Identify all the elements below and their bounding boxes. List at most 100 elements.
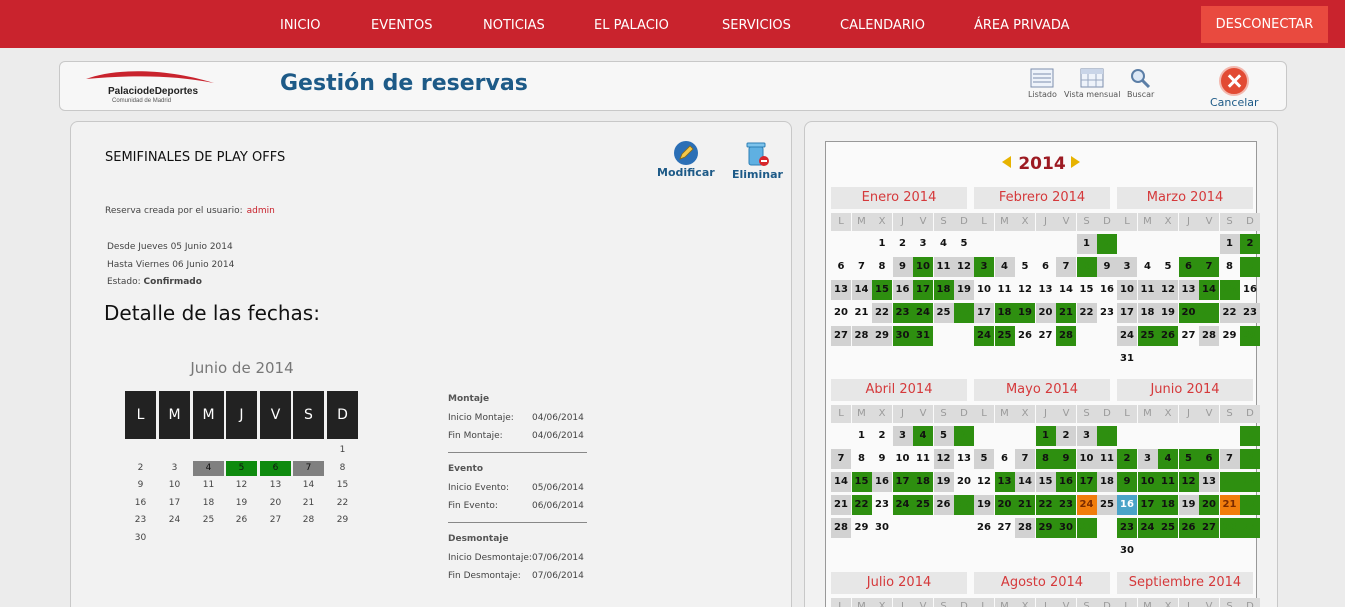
- calendar-day[interactable]: 3: [892, 426, 913, 446]
- calendar-day[interactable]: 26: [977, 522, 991, 533]
- calendar-day[interactable]: 16: [1100, 284, 1114, 295]
- calendar-day[interactable]: 2: [1117, 449, 1137, 469]
- calendar-day[interactable]: 18: [913, 472, 933, 492]
- calendar-day[interactable]: 12: [1018, 284, 1032, 295]
- calendar-day[interactable]: 8: [1076, 257, 1097, 277]
- calendar-day[interactable]: 4: [1144, 261, 1151, 272]
- list-button[interactable]: Listado: [1028, 68, 1057, 99]
- calendar-day[interactable]: 21: [1199, 303, 1219, 323]
- calendar-day[interactable]: 5: [1164, 261, 1172, 272]
- calendar-day[interactable]: 19: [974, 495, 994, 515]
- calendar-day[interactable]: 5: [974, 449, 994, 469]
- calendar-day[interactable]: 4: [1158, 449, 1178, 469]
- calendar-day[interactable]: 24: [974, 326, 994, 346]
- calendar-day[interactable]: 11: [1137, 280, 1158, 300]
- calendar-day[interactable]: 31: [1120, 353, 1134, 364]
- calendar-day[interactable]: 10: [1137, 472, 1158, 492]
- calendar-day[interactable]: 6: [837, 261, 845, 272]
- calendar-day[interactable]: 2: [1240, 234, 1260, 254]
- calendar-day[interactable]: 9: [878, 453, 886, 464]
- calendar-day[interactable]: 7: [1219, 449, 1240, 469]
- calendar-day[interactable]: 20: [1035, 303, 1056, 323]
- calendar-day[interactable]: 17: [913, 280, 933, 300]
- search-button[interactable]: Buscar: [1127, 68, 1154, 99]
- calendar-day[interactable]: 27: [1199, 518, 1219, 538]
- calendar-day[interactable]: 20: [1199, 495, 1219, 515]
- calendar-day[interactable]: 1: [878, 238, 886, 249]
- calendar-day[interactable]: 20: [957, 476, 971, 487]
- calendar-day[interactable]: 27: [954, 495, 974, 515]
- calendar-day[interactable]: 12: [1178, 472, 1199, 492]
- calendar-day[interactable]: 2: [899, 238, 906, 249]
- calendar-day[interactable]: 23: [1100, 307, 1114, 318]
- next-year-arrow-icon[interactable]: [1071, 156, 1080, 168]
- calendar-day[interactable]: 27: [1038, 330, 1053, 341]
- calendar-day[interactable]: 8: [1035, 449, 1056, 469]
- nav-area-privada[interactable]: ÁREA PRIVADA: [974, 18, 1070, 33]
- calendar-day[interactable]: 26: [1158, 326, 1178, 346]
- calendar-day[interactable]: 11: [916, 453, 930, 464]
- calendar-day[interactable]: 5: [1178, 449, 1199, 469]
- calendar-day[interactable]: 25: [994, 326, 1015, 346]
- calendar-day[interactable]: 31: [913, 326, 933, 346]
- calendar-day[interactable]: 14: [831, 472, 851, 492]
- calendar-day[interactable]: 2: [878, 430, 886, 441]
- delete-button[interactable]: Eliminar: [732, 140, 783, 181]
- calendar-day[interactable]: 1: [1035, 426, 1056, 446]
- calendar-day[interactable]: 27: [997, 522, 1012, 533]
- logout-button[interactable]: DESCONECTAR: [1201, 6, 1328, 43]
- calendar-day[interactable]: 8: [1226, 261, 1233, 272]
- calendar-day[interactable]: 15: [1240, 472, 1260, 492]
- calendar-day[interactable]: 3: [919, 238, 927, 249]
- calendar-day[interactable]: 19: [1178, 495, 1199, 515]
- calendar-day[interactable]: 8: [858, 453, 865, 464]
- calendar-day[interactable]: 14: [1059, 284, 1073, 295]
- nav-servicios[interactable]: SERVICIOS: [722, 18, 791, 33]
- calendar-day[interactable]: 22: [1219, 303, 1240, 323]
- palacio-logo[interactable]: PalaciodeDeportes Comunidad de Madrid: [82, 67, 222, 105]
- calendar-day[interactable]: 9: [1240, 257, 1260, 277]
- calendar-day[interactable]: 23: [875, 499, 889, 510]
- calendar-day[interactable]: 20: [994, 495, 1015, 515]
- calendar-day[interactable]: 15: [872, 280, 892, 300]
- calendar-day[interactable]: 1: [1076, 234, 1097, 254]
- calendar-day[interactable]: 15: [1219, 280, 1240, 300]
- calendar-day[interactable]: 27: [1181, 330, 1196, 341]
- nav-calendario[interactable]: CALENDARIO: [840, 18, 925, 33]
- calendar-day[interactable]: 20: [834, 307, 848, 318]
- calendar-day[interactable]: 7: [1199, 257, 1219, 277]
- calendar-day[interactable]: 1: [1219, 234, 1240, 254]
- calendar-day[interactable]: 16: [892, 280, 913, 300]
- calendar-day[interactable]: 3: [1076, 426, 1097, 446]
- previous-year-arrow-icon[interactable]: [1002, 156, 1011, 168]
- calendar-day[interactable]: 10: [895, 453, 910, 464]
- calendar-day[interactable]: 13: [1178, 280, 1199, 300]
- calendar-day[interactable]: 17: [1117, 303, 1137, 323]
- calendar-day[interactable]: 11: [997, 284, 1012, 295]
- calendar-day[interactable]: 13: [994, 472, 1015, 492]
- calendar-day[interactable]: 17: [1137, 495, 1158, 515]
- nav-inicio[interactable]: INICIO: [280, 18, 321, 33]
- calendar-day[interactable]: 22: [1076, 303, 1097, 323]
- calendar-day[interactable]: 5: [1021, 261, 1029, 272]
- calendar-day[interactable]: 8: [878, 261, 886, 272]
- cancel-button[interactable]: Cancelar: [1210, 66, 1259, 109]
- calendar-day[interactable]: 30: [875, 522, 889, 533]
- calendar-day[interactable]: 24: [1076, 495, 1097, 515]
- calendar-day[interactable]: 14: [851, 280, 872, 300]
- calendar-day[interactable]: 13: [1038, 284, 1053, 295]
- calendar-day[interactable]: 6: [954, 426, 974, 446]
- calendar-day[interactable]: 18: [1097, 472, 1117, 492]
- calendar-day[interactable]: 19: [1015, 303, 1035, 323]
- calendar-day[interactable]: 14: [1015, 472, 1035, 492]
- calendar-day[interactable]: 26: [1178, 518, 1199, 538]
- calendar-day[interactable]: 29: [1240, 518, 1260, 538]
- calendar-day[interactable]: 21: [1015, 495, 1035, 515]
- calendar-day[interactable]: 3: [1137, 449, 1158, 469]
- calendar-day[interactable]: 13: [1199, 472, 1219, 492]
- calendar-day[interactable]: 7: [1056, 257, 1076, 277]
- nav-noticias[interactable]: NOTICIAS: [483, 18, 545, 33]
- calendar-day[interactable]: 4: [913, 426, 933, 446]
- calendar-day[interactable]: 28: [851, 326, 872, 346]
- calendar-day[interactable]: 15: [1079, 284, 1094, 295]
